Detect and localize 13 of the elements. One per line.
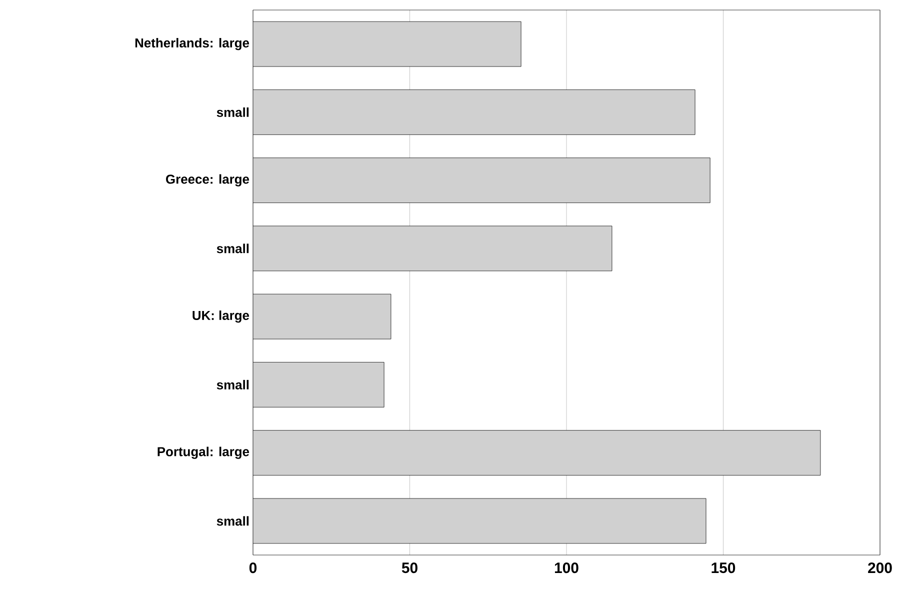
x-tick-label: 100 [554,562,578,574]
y-tick-label: small [216,244,249,254]
y-tick-label: Portugal: large [158,446,250,459]
y-tick-label: Greece: large [166,174,250,186]
y-tick-label: small [216,516,249,526]
y-tick-label: small [216,380,249,390]
y-tick-label: small [216,107,249,117]
x-tick-label: 50 [402,562,418,574]
y-tick-label: UK: large [192,310,250,323]
x-tick-label: 200 [868,562,892,574]
x-tick-label: 0 [249,562,257,574]
x-tick-label: 150 [712,562,736,574]
y-tick-label: Netherlands: large [135,38,250,50]
